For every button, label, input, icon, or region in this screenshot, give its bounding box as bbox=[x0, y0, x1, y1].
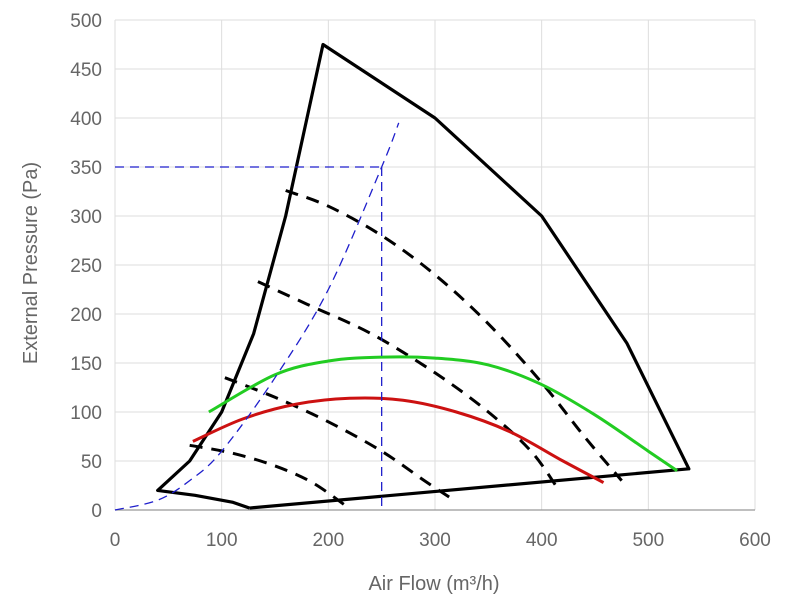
y-tick-label: 450 bbox=[70, 60, 102, 81]
grid bbox=[114, 19, 756, 511]
y-tick-label: 50 bbox=[81, 452, 102, 473]
red-curve-line bbox=[192, 396, 605, 484]
axes: 0 100 200 300 400 500 600 0 50 100 150 200 250 300 350… bbox=[70, 11, 771, 551]
y-tick-label: 100 bbox=[70, 403, 102, 424]
y-tick-label: 0 bbox=[91, 501, 102, 522]
x-axis-title: Air Flow (m³/h) bbox=[368, 573, 499, 595]
y-tick-label: 150 bbox=[70, 354, 102, 375]
speed-curve-4-line bbox=[285, 189, 623, 482]
x-tick-label: 300 bbox=[419, 530, 451, 551]
x-tick-label: 100 bbox=[206, 530, 238, 551]
x-tick-label: 0 bbox=[110, 530, 121, 551]
y-tick-label: 350 bbox=[70, 158, 102, 179]
y-tick-label: 500 bbox=[70, 11, 102, 32]
y-tick-label: 400 bbox=[70, 109, 102, 130]
speed-curve-2-line bbox=[224, 376, 452, 500]
x-tick-label: 400 bbox=[526, 530, 558, 551]
series bbox=[114, 42, 691, 511]
y-axis-title: External Pressure (Pa) bbox=[20, 162, 42, 364]
y-tick-label: 200 bbox=[70, 305, 102, 326]
operating-point-guides bbox=[115, 166, 383, 510]
x-tick-label: 500 bbox=[632, 530, 664, 551]
speed-curve-3-line bbox=[257, 280, 559, 490]
x-tick-label: 200 bbox=[312, 530, 344, 551]
y-tick-label: 250 bbox=[70, 256, 102, 277]
y-tick-label: 300 bbox=[70, 207, 102, 228]
speed-curve-1-line bbox=[189, 443, 349, 509]
green-curve-line bbox=[208, 355, 678, 473]
x-tick-label: 600 bbox=[739, 530, 771, 551]
operating-envelope-line bbox=[156, 42, 691, 510]
system-curve-line bbox=[114, 122, 400, 511]
